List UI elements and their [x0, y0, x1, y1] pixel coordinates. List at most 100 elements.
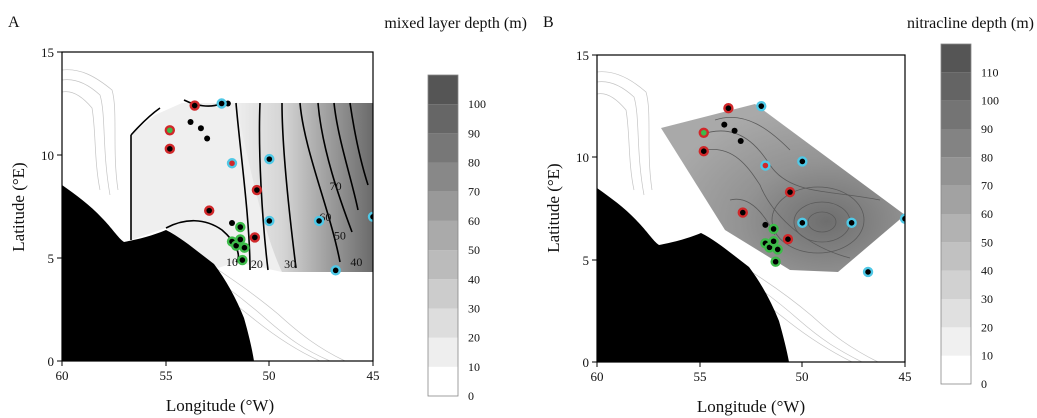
colorbar-swatch [428, 337, 458, 367]
panel-a-land [62, 185, 254, 361]
colorbar-tick-label: 70 [468, 185, 480, 199]
colorbar-swatch [941, 214, 971, 243]
station-black [204, 135, 211, 142]
colorbar-tick-label: 50 [981, 235, 993, 249]
panel-a-colorbar: 0 10 20 30 40 50 60 70 80 90 100 [427, 74, 486, 403]
colorbar-tick-label: 110 [981, 65, 999, 79]
station-red [249, 232, 261, 243]
station-cyan [330, 265, 341, 276]
colorbar-swatch [941, 185, 971, 214]
y-tick-label: 5 [583, 253, 590, 268]
panel-b-land [597, 188, 789, 362]
station-green [768, 236, 779, 247]
station-cyan [216, 98, 227, 109]
colorbar-swatch [428, 220, 458, 251]
colorbar-frame [940, 43, 972, 385]
panel-b-frame [596, 54, 906, 363]
panel-a-stations [164, 98, 373, 276]
contour-label: 10 [226, 255, 238, 269]
station-black [197, 125, 204, 132]
panel-b-contour-field [661, 104, 905, 272]
colorbar-swatch [941, 157, 971, 186]
panel-b-axes: 60 55 50 45 0 5 10 15 Longitude (°W) Lat… [544, 48, 912, 416]
colorbar-swatch [941, 72, 971, 101]
x-tick-label: 45 [367, 368, 380, 383]
colorbar-tick-label: 0 [981, 377, 987, 391]
station-black [762, 221, 769, 228]
station-cyan [862, 266, 874, 278]
x-tick-label: 60 [56, 368, 69, 383]
x-tick-label: 50 [796, 369, 809, 384]
contour-label: 30 [284, 257, 296, 271]
station-cyan [264, 215, 275, 227]
colorbar-tick-label: 70 [981, 179, 993, 193]
station-red [189, 100, 200, 111]
station-red [164, 143, 176, 155]
station-red [784, 186, 796, 198]
colorbar-swatch [941, 44, 971, 73]
colorbar-tick-label: 50 [468, 243, 480, 257]
station-red-green [698, 127, 709, 138]
y-tick-label: 15 [576, 48, 589, 63]
station-green [770, 256, 781, 267]
station-black [737, 137, 744, 144]
station-green [772, 244, 783, 255]
panel-a-label: A [8, 14, 20, 31]
panel-b-map [597, 71, 905, 362]
station-red [737, 207, 748, 218]
colorbar-swatch [941, 355, 971, 384]
colorbar-swatch [428, 279, 458, 309]
panel-b-title: nitracline depth (m) [907, 15, 1034, 32]
colorbar-swatch [428, 308, 458, 338]
colorbar-swatch [428, 366, 458, 396]
station-black [229, 219, 236, 226]
contour-label: 70 [330, 179, 342, 193]
y-tick-label: 0 [583, 355, 590, 370]
panel-a-frame [61, 51, 374, 362]
panel-b-label: B [543, 14, 554, 31]
colorbar-tick-label: 90 [468, 126, 480, 140]
colorbar-swatch [428, 162, 458, 192]
colorbar-tick-label: 30 [981, 292, 993, 306]
colorbar-swatch [941, 270, 971, 299]
station-black [721, 121, 728, 128]
contour-label: 20 [251, 257, 263, 271]
y-axis-label: Latitude (°E) [9, 162, 28, 251]
station-red-cyan [760, 160, 771, 171]
station-red [204, 205, 215, 216]
x-tick-label: 55 [694, 369, 707, 384]
station-red [782, 233, 794, 245]
colorbar-tick-label: 20 [981, 320, 993, 334]
panel-b: B nitracline depth (m) [543, 14, 1034, 416]
station-red [723, 103, 734, 114]
y-tick-label: 5 [48, 251, 55, 266]
colorbar-frame [427, 74, 459, 397]
station-cyan [264, 153, 275, 165]
colorbar-tick-label: 10 [981, 349, 993, 363]
y-tick-label: 15 [41, 45, 54, 60]
station-cyan [899, 213, 905, 224]
panel-a: A mixed layer depth (m) [8, 14, 527, 415]
panel-a-axes: 60 55 50 45 0 5 10 15 Longitude (°W) Lat… [9, 45, 380, 415]
y-tick-label: 10 [576, 150, 589, 165]
colorbar-tick-label: 100 [981, 94, 999, 108]
station-red [698, 145, 709, 157]
colorbar-swatch [941, 299, 971, 328]
colorbar-tick-label: 60 [981, 207, 993, 221]
station-cyan [797, 217, 808, 229]
colorbar-swatch [941, 129, 971, 158]
colorbar-tick-label: 20 [468, 331, 480, 345]
station-black [187, 119, 194, 126]
colorbar-tick-label: 90 [981, 122, 993, 136]
x-tick-label: 55 [160, 368, 173, 383]
x-axis-label: Longitude (°W) [166, 396, 274, 415]
station-red [251, 184, 263, 196]
station-black [731, 127, 738, 134]
colorbar-tick-label: 80 [981, 150, 993, 164]
station-cyan [367, 211, 373, 222]
colorbar-swatch [428, 250, 458, 280]
x-tick-label: 60 [591, 369, 604, 384]
contour-label: 50 [334, 228, 346, 242]
y-axis-label: Latitude (°E) [544, 163, 563, 252]
station-red-green [164, 125, 176, 136]
